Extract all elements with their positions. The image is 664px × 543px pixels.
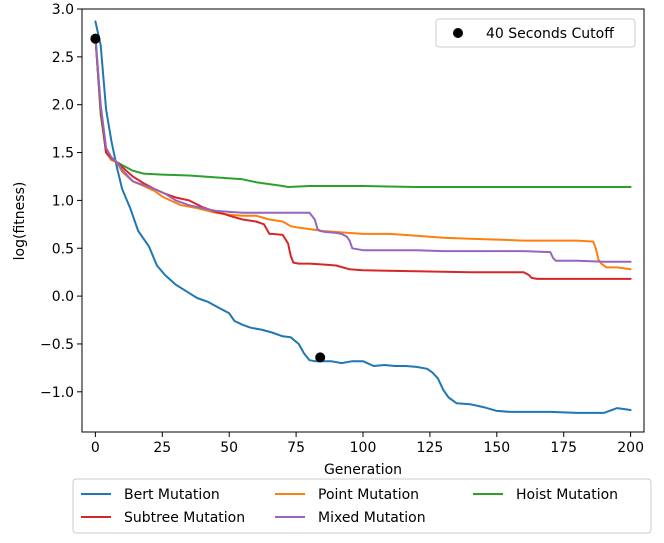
legend-label-subtree-mutation: Subtree Mutation bbox=[124, 510, 245, 526]
y-axis: −1.0 −0.5 0.0 0.5 1.0 1.5 2.0 2.5 3.0 bbox=[40, 2, 82, 401]
legend-cutoff-label: 40 Seconds Cutoff bbox=[486, 26, 614, 42]
x-tick-label: 75 bbox=[287, 440, 305, 456]
series-line-bert-mutation bbox=[94, 20, 632, 414]
x-tick-label: 175 bbox=[550, 440, 577, 456]
legend-label-hoist-mutation: Hoist Mutation bbox=[516, 487, 618, 503]
y-tick-label: 0.5 bbox=[52, 241, 74, 257]
x-tick-label: 150 bbox=[483, 440, 510, 456]
y-tick-label: 2.0 bbox=[52, 98, 74, 114]
y-tick-label: 0.0 bbox=[52, 289, 74, 305]
x-tick-label: 25 bbox=[153, 440, 171, 456]
legend-label-mixed-mutation: Mixed Mutation bbox=[318, 510, 426, 526]
y-tick-label: −0.5 bbox=[40, 337, 74, 353]
y-tick-label: 1.5 bbox=[52, 146, 74, 162]
cutoff-marker bbox=[315, 352, 326, 363]
y-axis-label: log(fitness) bbox=[12, 182, 28, 261]
legend-label-bert-mutation: Bert Mutation bbox=[124, 487, 220, 503]
legend-cutoff-box bbox=[435, 18, 636, 48]
x-tick-label: 125 bbox=[417, 440, 444, 456]
y-tick-label: 3.0 bbox=[52, 2, 74, 18]
series-line-mixed-mutation bbox=[94, 34, 632, 263]
x-tick-label: 100 bbox=[350, 440, 377, 456]
x-tick-label: 50 bbox=[220, 440, 238, 456]
y-tick-label: −1.0 bbox=[40, 385, 74, 401]
series-line-subtree-mutation bbox=[94, 36, 632, 280]
cutoff-marker bbox=[90, 33, 101, 44]
x-tick-label: 0 bbox=[91, 440, 100, 456]
y-tick-label: 2.5 bbox=[52, 50, 74, 66]
x-axis: 0 25 50 75 100 125 150 175 200 bbox=[91, 432, 644, 456]
legend-cutoff: 40 Seconds Cutoff bbox=[435, 18, 636, 48]
x-tick-label: 200 bbox=[617, 440, 644, 456]
y-tick-label: 1.0 bbox=[52, 193, 74, 209]
legend-series: Bert Mutation Point Mutation Hoist Mutatio… bbox=[72, 478, 652, 534]
legend-label-point-mutation: Point Mutation bbox=[318, 487, 419, 503]
legend-cutoff-marker bbox=[453, 28, 463, 38]
x-axis-label: Generation bbox=[324, 462, 402, 478]
cutoff-markers bbox=[90, 33, 326, 363]
legend-series-box bbox=[72, 478, 652, 534]
plot-area bbox=[94, 20, 632, 414]
